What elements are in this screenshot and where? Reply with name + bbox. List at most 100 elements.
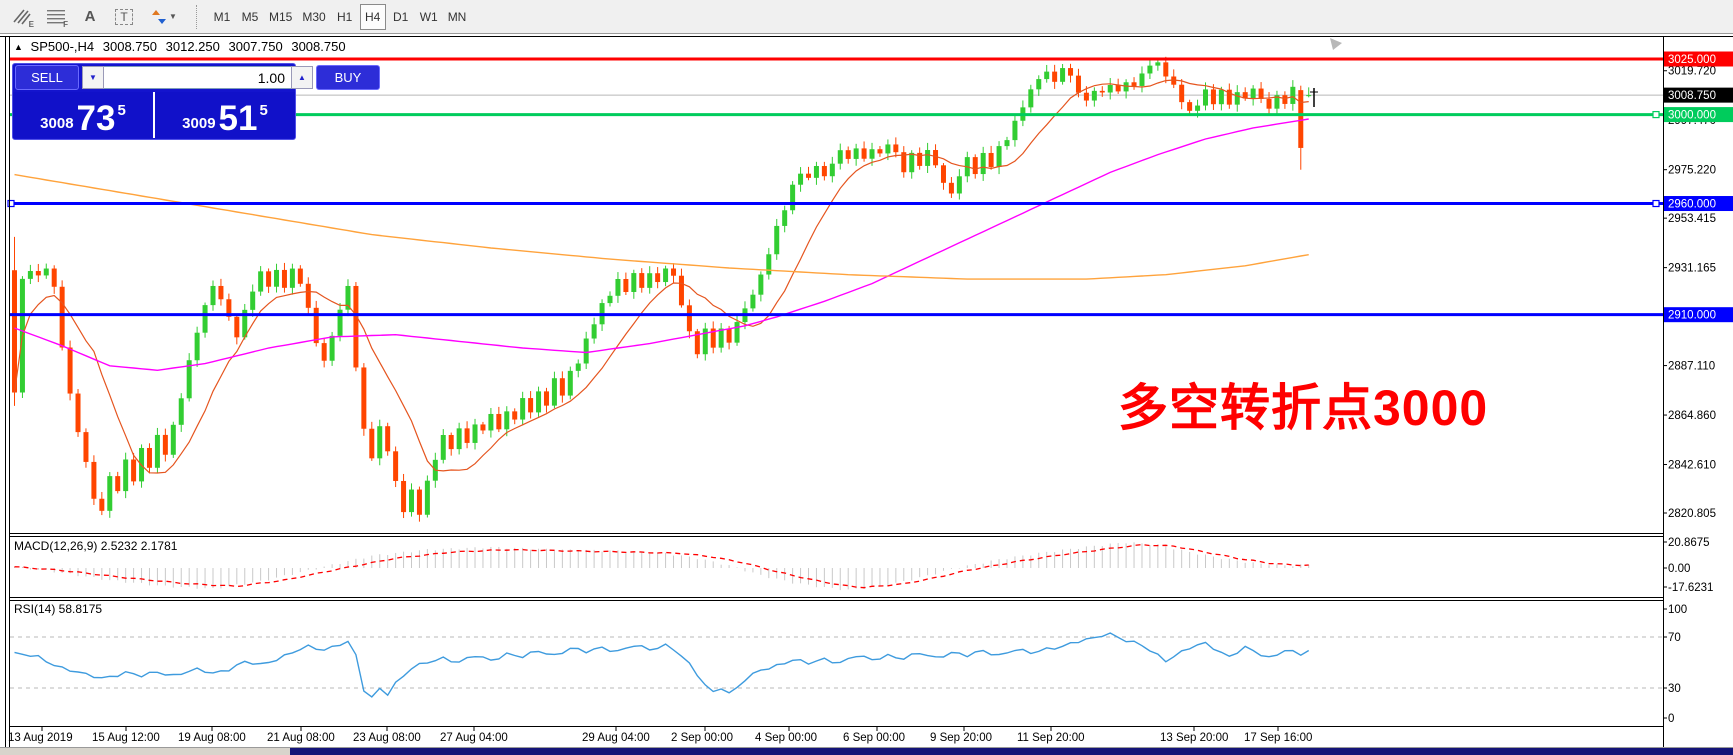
timeframe-button-m30[interactable]: M30 [302,9,326,24]
hline-handle[interactable] [1652,199,1660,208]
hline-handle[interactable] [1652,110,1660,119]
arrows-tool-icon[interactable]: ▼ [144,4,184,30]
candle-body [75,393,81,433]
volume-decrement-button[interactable]: ▼ [82,66,104,89]
objects-pencil-icon[interactable]: E [8,4,36,30]
candle-body [1282,95,1288,104]
sell-price-sup: 5 [117,102,126,119]
candle-body [988,152,994,168]
rsi-line [14,632,1310,698]
grid-sub-label: F [63,19,68,29]
candle-body [821,166,827,177]
candle-body [615,278,621,296]
price-tick-label: 2887.110 [1668,361,1715,373]
timeframe-button-m15[interactable]: M15 [269,9,293,24]
timeframe-button-h4[interactable]: H4 [359,3,386,30]
price-badge-2910 [1664,307,1733,323]
candle-body [281,269,287,288]
fibonacci-grid-icon[interactable]: F [42,4,70,30]
letter-a-glyph: A [84,8,96,25]
candle-body [83,432,89,462]
sell-price-tile[interactable]: 3008 73 5 [13,92,155,138]
candle-body [305,283,311,308]
candle-body [250,291,256,310]
timeframe-button-w1[interactable]: W1 [419,9,438,24]
candle-body [790,184,796,211]
date-label: 13 Aug 2019 [8,732,73,744]
price-badge-label: 3000.000 [1668,110,1716,122]
candle-body [869,149,875,159]
price-badge-3025 [1664,51,1733,67]
price-cursor-icon [1310,88,1318,107]
candle-body [440,435,446,460]
text-label-icon[interactable]: A [76,4,104,30]
candle-body [456,428,462,450]
candle-body [1147,65,1153,74]
price-tick-label: 2864.860 [1668,410,1716,422]
candle-body [369,428,375,459]
buy-button[interactable]: BUY [316,65,380,90]
volume-input[interactable] [104,66,291,89]
candle-body [512,411,518,420]
bottom-taskbar-edge [290,748,1733,755]
candle-body [655,273,661,283]
timeframe-button-m5[interactable]: M5 [241,9,259,24]
date-label: 13 Sep 20:00 [1160,732,1228,744]
candle-body [671,268,677,276]
candle-body [1298,90,1304,148]
candle-body [861,148,867,159]
price-axis: 3019.7202997.4702975.2202953.4152931.165… [1663,51,1733,725]
boxed-t-glyph: T [115,8,133,25]
candle-body [313,307,319,344]
candle-body [377,426,383,459]
candle-body [178,398,184,425]
chart-annotation-text[interactable]: 多空转折点3000 [1118,380,1489,436]
sell-button[interactable]: SELL [15,65,79,90]
price-tick-label: 2820.805 [1668,508,1716,520]
up-down-arrows-icon [152,9,167,24]
candle-body [416,489,422,515]
candle-body [909,152,915,173]
timeframe-button-m1[interactable]: M1 [213,9,231,24]
candle-body [393,451,399,481]
price-badge-3008.75 [1664,87,1733,103]
date-label: 29 Aug 04:00 [582,732,650,744]
timeframe-button-mn[interactable]: MN [447,9,467,24]
candle-body [726,328,732,343]
macd-signal-line [14,543,1309,589]
rsi-indicator-label: RSI(14) 58.8175 [14,602,103,616]
buy-price-tile[interactable]: 3009 51 5 [155,92,295,138]
candle-body [329,335,335,361]
candle-body [940,165,946,183]
candle-body [1075,75,1081,93]
date-label: 23 Aug 08:00 [353,732,421,744]
timeframe-button-d1[interactable]: D1 [393,9,409,24]
candle-body [948,182,954,194]
candle-body [361,367,367,429]
hline-handle[interactable] [7,199,15,208]
price-badge-label: 3008.750 [1668,90,1716,102]
candle-body [845,150,851,159]
candle-body [798,173,804,185]
candle-body [853,148,859,159]
candle-body [901,152,907,173]
ma-mid-line [14,118,1309,372]
sell-price-small: 3008 [40,115,74,132]
candle-body [972,157,978,175]
candle-body [806,173,811,178]
candle-body [1226,89,1232,105]
candle-body [917,152,923,166]
timeframe-button-h1[interactable]: H1 [337,9,353,24]
candle-body [631,273,637,292]
volume-increment-button[interactable]: ▲ [291,66,313,89]
candle-body [1028,89,1034,108]
ohlc-open: 3008.750 [102,39,157,54]
collapse-triangle-icon[interactable]: ▲ [14,42,23,52]
rsi-panel [10,632,1663,698]
rsi-tick-label: 30 [1668,683,1681,695]
candle-body [543,391,549,406]
date-axis[interactable]: 13 Aug 2019 15 Aug 12:00 19 Aug 08:00 21 Au… [8,726,1312,744]
text-box-icon[interactable]: T [110,4,138,30]
candle-body [115,476,121,492]
candle-body [289,268,295,288]
